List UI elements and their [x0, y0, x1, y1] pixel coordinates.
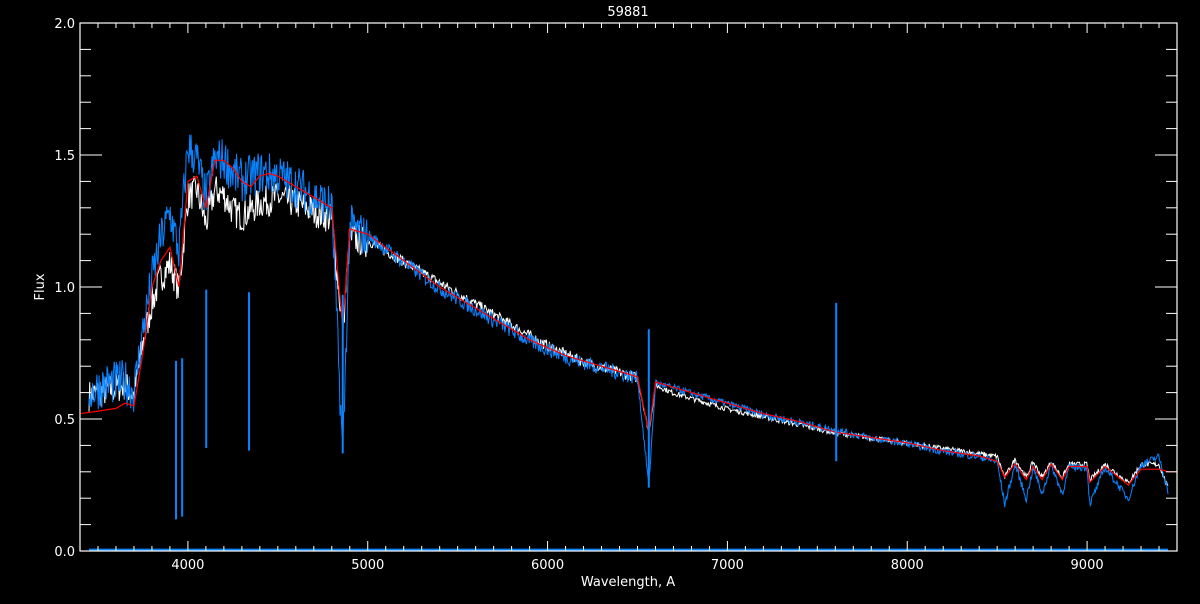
series-line-0 [88, 175, 1169, 486]
series-line-2 [79, 159, 1177, 486]
chart-title: 59881 [607, 5, 648, 20]
y-tick-label: 1.5 [54, 149, 75, 164]
x-tick-label: 6000 [531, 558, 564, 573]
plot-marks [79, 134, 1177, 551]
y-tick-label: 1.0 [54, 281, 75, 296]
axes: 4000 5000 6000 7000 8000 9000 0.0 0.5 1.0 1.5 2.0 [54, 17, 1178, 573]
plot-frame [79, 22, 1178, 552]
y-tick-label: 2.0 [54, 17, 75, 32]
x-tick-label: 7000 [711, 558, 744, 573]
x-axis-label: Wavelength, A [581, 575, 675, 590]
x-tick-label: 4000 [171, 558, 204, 573]
x-tick-label: 8000 [891, 558, 924, 573]
x-tick-label: 9000 [1071, 558, 1104, 573]
y-axis-label: Flux [33, 273, 48, 300]
x-tick-label: 5000 [351, 558, 384, 573]
series-line-1 [88, 134, 1169, 508]
y-tick-label: 0.0 [54, 545, 75, 560]
y-tick-label: 0.5 [54, 413, 75, 428]
